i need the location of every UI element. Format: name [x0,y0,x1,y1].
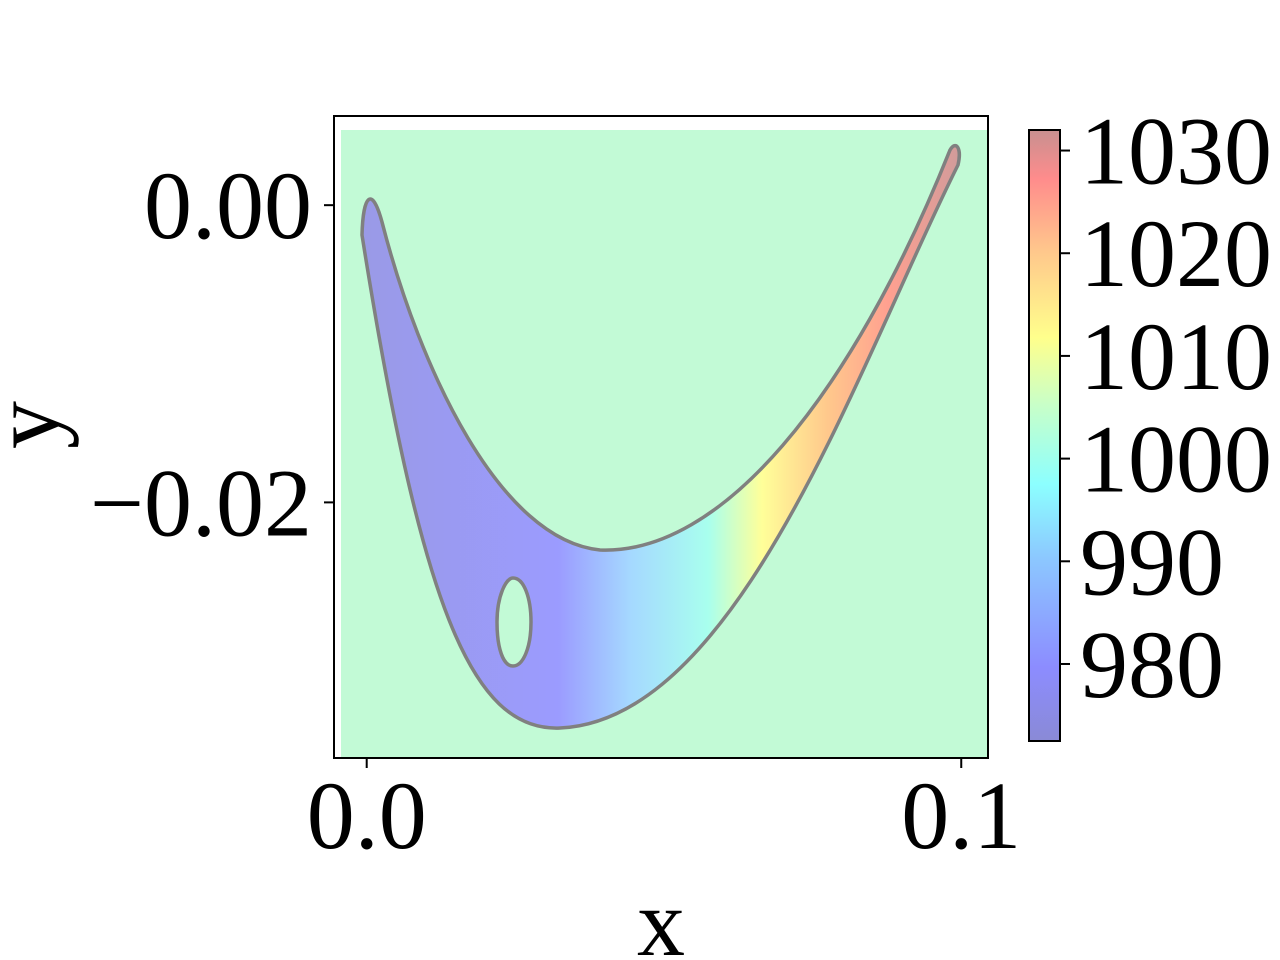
y-tick-label-1: −0.02 [90,449,312,556]
colorbar-tick-label-2: 1000 [1080,406,1272,513]
colorbar-tick-label-5: 1030 [1080,98,1272,205]
y-tick-label-0: 0.00 [144,152,312,259]
colorbar-tick-label-0: 980 [1080,611,1224,718]
plot-area [333,115,989,759]
colorbar-tick-label-1: 990 [1080,508,1224,615]
x-axis-label: x [637,869,685,960]
colorbar-tick-label-3: 1010 [1080,303,1272,410]
x-tick-label-1: 0.1 [901,762,1021,869]
airfoil-shape [360,143,962,730]
y-axis-label: y [0,401,79,449]
colorbar-tick-label-4: 1020 [1080,200,1272,307]
x-axis: 0.0 0.1 [307,758,1021,869]
axes-frame [333,115,989,759]
x-tick-label-0: 0.0 [307,762,427,869]
colorbar-gradient [1028,129,1061,742]
y-axis: 0.00 −0.02 [90,152,334,556]
